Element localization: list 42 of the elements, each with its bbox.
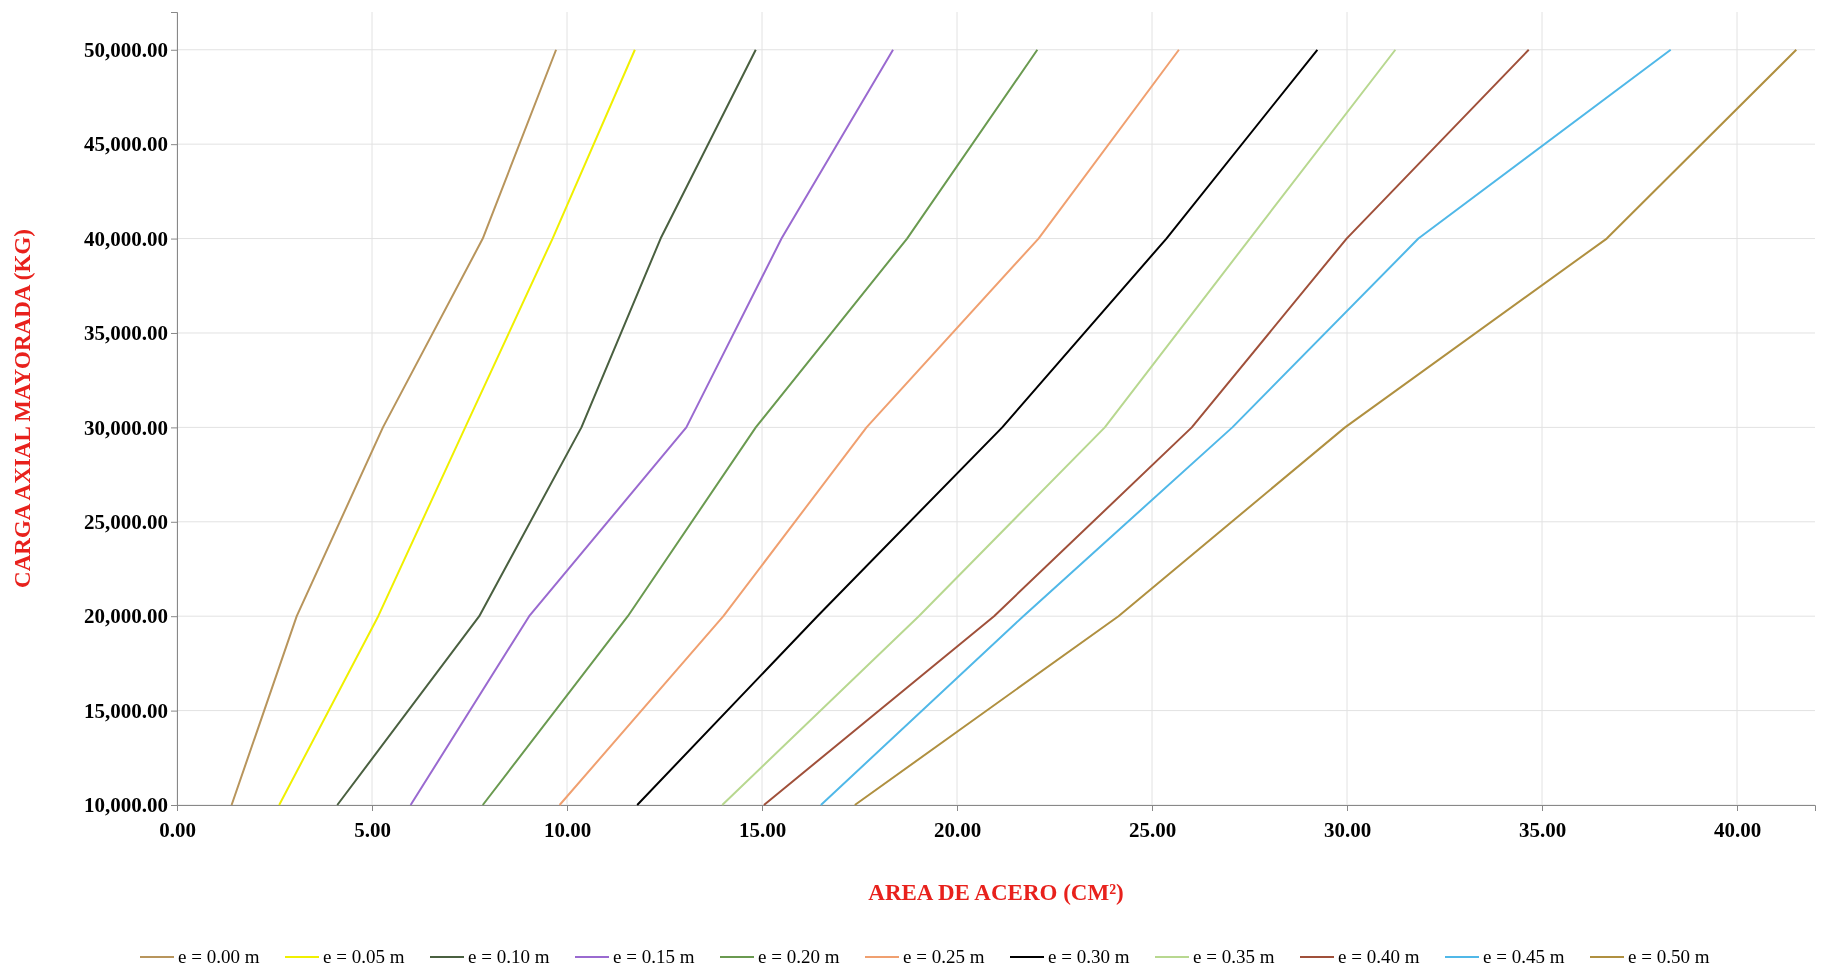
line-series	[636, 48, 1319, 806]
legend-label: e = 0.35 m	[1193, 946, 1275, 967]
legend-label: e = 0.30 m	[1048, 946, 1130, 967]
y-tick-label: 30,000.00	[84, 415, 168, 440]
x-tick-label: 30.00	[1323, 818, 1372, 843]
line-series	[278, 48, 636, 806]
legend-label: e = 0.40 m	[1338, 946, 1420, 967]
legend-label: e = 0.25 m	[903, 946, 985, 967]
legend-label: e = 0.15 m	[613, 946, 695, 967]
x-tick-label: 40.00	[1713, 818, 1762, 843]
line-series	[853, 48, 1798, 806]
y-tick-label: 40,000.00	[84, 226, 168, 251]
y-tick-label: 10,000.00	[84, 793, 168, 818]
y-tick-label: 35,000.00	[84, 321, 168, 346]
legend-label: e = 0.00 m	[178, 946, 260, 967]
legend-label: e = 0.50 m	[1628, 946, 1710, 967]
x-tick-label: 25.00	[1128, 818, 1177, 843]
legend-label: e = 0.20 m	[758, 946, 840, 967]
line-series	[819, 48, 1672, 806]
x-tick-label: 5.00	[354, 818, 391, 843]
line-series	[409, 48, 895, 806]
line-series	[762, 48, 1530, 806]
x-tick-label: 35.00	[1518, 818, 1567, 843]
x-tick-label: 20.00	[933, 818, 982, 843]
line-series	[721, 48, 1397, 806]
x-axis-title: AREA DE ACERO (CM²)	[868, 880, 1124, 905]
line-series	[336, 48, 757, 806]
line-series	[558, 48, 1180, 806]
y-tick-label: 15,000.00	[84, 698, 168, 723]
line-series	[481, 48, 1039, 806]
y-axis-title: CARGA AXIAL MAYORADA (KG)	[10, 229, 35, 588]
line-series	[230, 48, 558, 806]
y-tick-label: 45,000.00	[84, 132, 168, 157]
legend-label: e = 0.45 m	[1483, 946, 1565, 967]
y-tick-label: 50,000.00	[84, 37, 168, 62]
legend-label: e = 0.10 m	[468, 946, 550, 967]
x-tick-label: 0.00	[159, 818, 196, 843]
x-tick-label: 10.00	[543, 818, 592, 843]
x-tick-label: 15.00	[738, 818, 787, 843]
legend-label: e = 0.05 m	[323, 946, 405, 967]
y-tick-label: 25,000.00	[84, 510, 168, 535]
y-tick-label: 20,000.00	[84, 604, 168, 629]
